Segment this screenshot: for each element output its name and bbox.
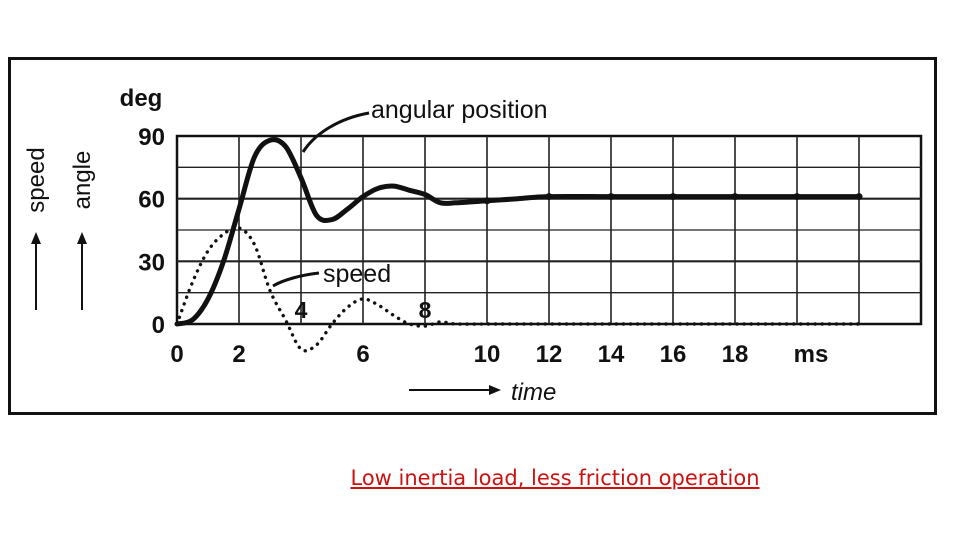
series-group [174,137,863,353]
y-unit-label: deg [120,85,163,112]
x-tick-label: 14 [598,341,625,368]
speed-series-line [175,225,861,353]
angular-position-series-line [174,137,862,327]
x-tick-label: 16 [660,341,687,368]
grid [175,134,923,326]
angular-position-annotation: angular position [371,96,548,124]
y-tick-label: 0 [152,312,165,339]
series-point [855,193,863,201]
x-inline-tick-label: 4 [295,297,308,323]
chart-svg: 0 30 60 90 0 2 6 10 12 14 16 18 4 8 deg ms speed ang… [23,85,923,406]
y-tick-label: 30 [138,249,165,276]
speed-axis-arrow [31,232,41,310]
x-tick-label: 12 [536,341,563,368]
speed-annotation: speed [323,260,391,288]
x-tick-label: 10 [474,341,501,368]
x-axis-label: time [511,379,556,406]
series-point [483,197,491,205]
series-point [607,193,615,201]
x-unit-label: ms [794,341,829,368]
time-axis-arrow [409,385,501,395]
y-tick-label: 60 [138,187,165,214]
series-point [731,193,739,201]
angular-position-leader [301,111,370,153]
x-tick-label: 6 [356,341,369,368]
series-point [793,193,801,201]
series-point [545,193,553,201]
x-tick-label: 18 [722,341,749,368]
speed-axis-label: speed [23,147,50,212]
speed-leader [272,271,320,288]
x-tick-label: 2 [232,341,245,368]
x-tick-label: 0 [170,341,183,368]
series-point [669,193,677,201]
y-tick-labels: 0 30 60 90 [138,124,165,339]
figure-caption: Low inertia load, less friction operatio… [350,466,760,490]
x-tick-labels: 0 2 6 10 12 14 16 18 4 8 [170,297,748,368]
angle-axis-arrow [77,232,87,310]
y-tick-label: 90 [138,124,165,151]
chart-figure: 0 30 60 90 0 2 6 10 12 14 16 18 4 8 deg ms speed ang… [8,57,937,415]
angle-axis-label: angle [69,151,96,210]
x-inline-tick-label: 8 [419,297,432,323]
